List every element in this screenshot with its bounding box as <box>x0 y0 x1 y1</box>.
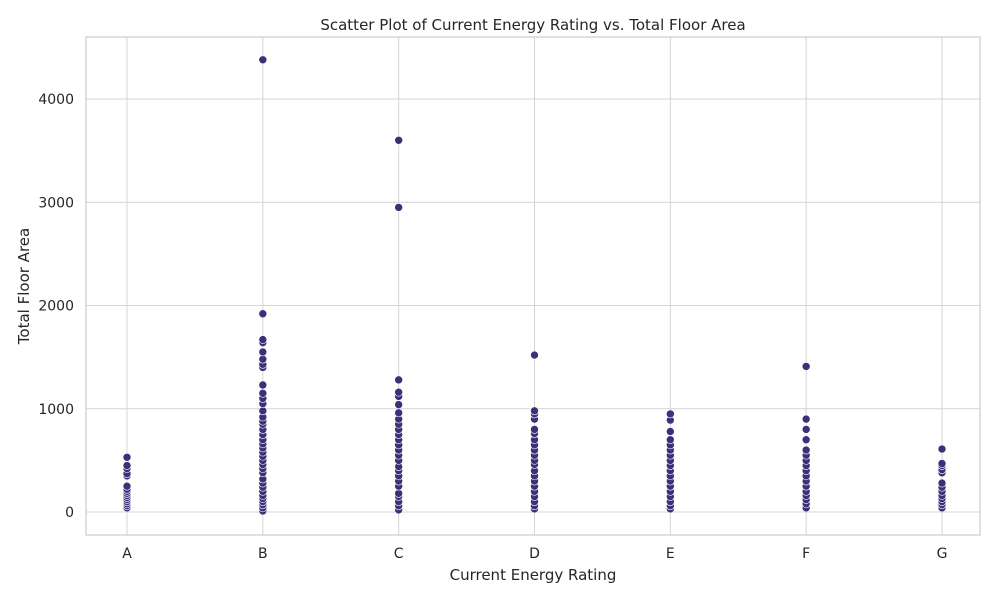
x-tick-label: A <box>122 546 132 562</box>
data-point <box>801 425 811 434</box>
data-point <box>937 478 947 488</box>
x-tick-label: F <box>802 546 810 562</box>
data-point <box>937 459 947 468</box>
data-point <box>394 400 403 409</box>
y-tick-label: 2000 <box>38 299 74 315</box>
data-point <box>122 461 132 470</box>
data-point <box>801 445 811 455</box>
data-point <box>122 452 132 462</box>
y-tick-label: 1000 <box>38 402 74 418</box>
data-point <box>394 203 403 212</box>
data-point <box>394 408 403 418</box>
data-point <box>258 309 268 319</box>
points <box>122 55 947 516</box>
data-point <box>394 489 403 498</box>
data-point <box>258 406 268 416</box>
data-point <box>666 435 675 445</box>
data-point <box>801 362 811 371</box>
data-point <box>801 414 811 424</box>
x-tick-label: D <box>529 546 540 562</box>
data-point <box>258 380 268 390</box>
data-point <box>801 435 811 445</box>
x-tick-label: G <box>937 546 948 562</box>
data-point <box>394 375 403 385</box>
data-point <box>258 354 268 364</box>
data-point <box>394 136 403 145</box>
data-point <box>258 388 268 398</box>
data-point <box>258 347 268 357</box>
y-tick-label: 0 <box>65 505 74 521</box>
plot-frame <box>85 36 981 536</box>
data-point <box>530 350 539 360</box>
x-tick-label: B <box>258 546 268 562</box>
data-point <box>122 481 132 491</box>
data-point <box>937 444 947 454</box>
x-tick-label: C <box>394 546 404 562</box>
data-point <box>394 387 403 397</box>
data-point <box>258 55 268 65</box>
y-tick-label: 4000 <box>38 92 74 108</box>
data-point <box>530 425 539 434</box>
data-point <box>666 427 675 436</box>
y-axis-label: Total Floor Area <box>15 228 33 345</box>
y-tick-label: 3000 <box>38 195 74 211</box>
chart-title: Scatter Plot of Current Energy Rating vs… <box>320 16 745 34</box>
x-axis-label: Current Energy Rating <box>450 566 617 584</box>
data-point <box>666 409 675 419</box>
data-point <box>530 406 539 416</box>
data-point <box>258 335 268 344</box>
tick-labels: A B C D E F G 0 1000 2000 3000 4000 <box>38 92 947 562</box>
x-tick-label: E <box>666 546 675 562</box>
